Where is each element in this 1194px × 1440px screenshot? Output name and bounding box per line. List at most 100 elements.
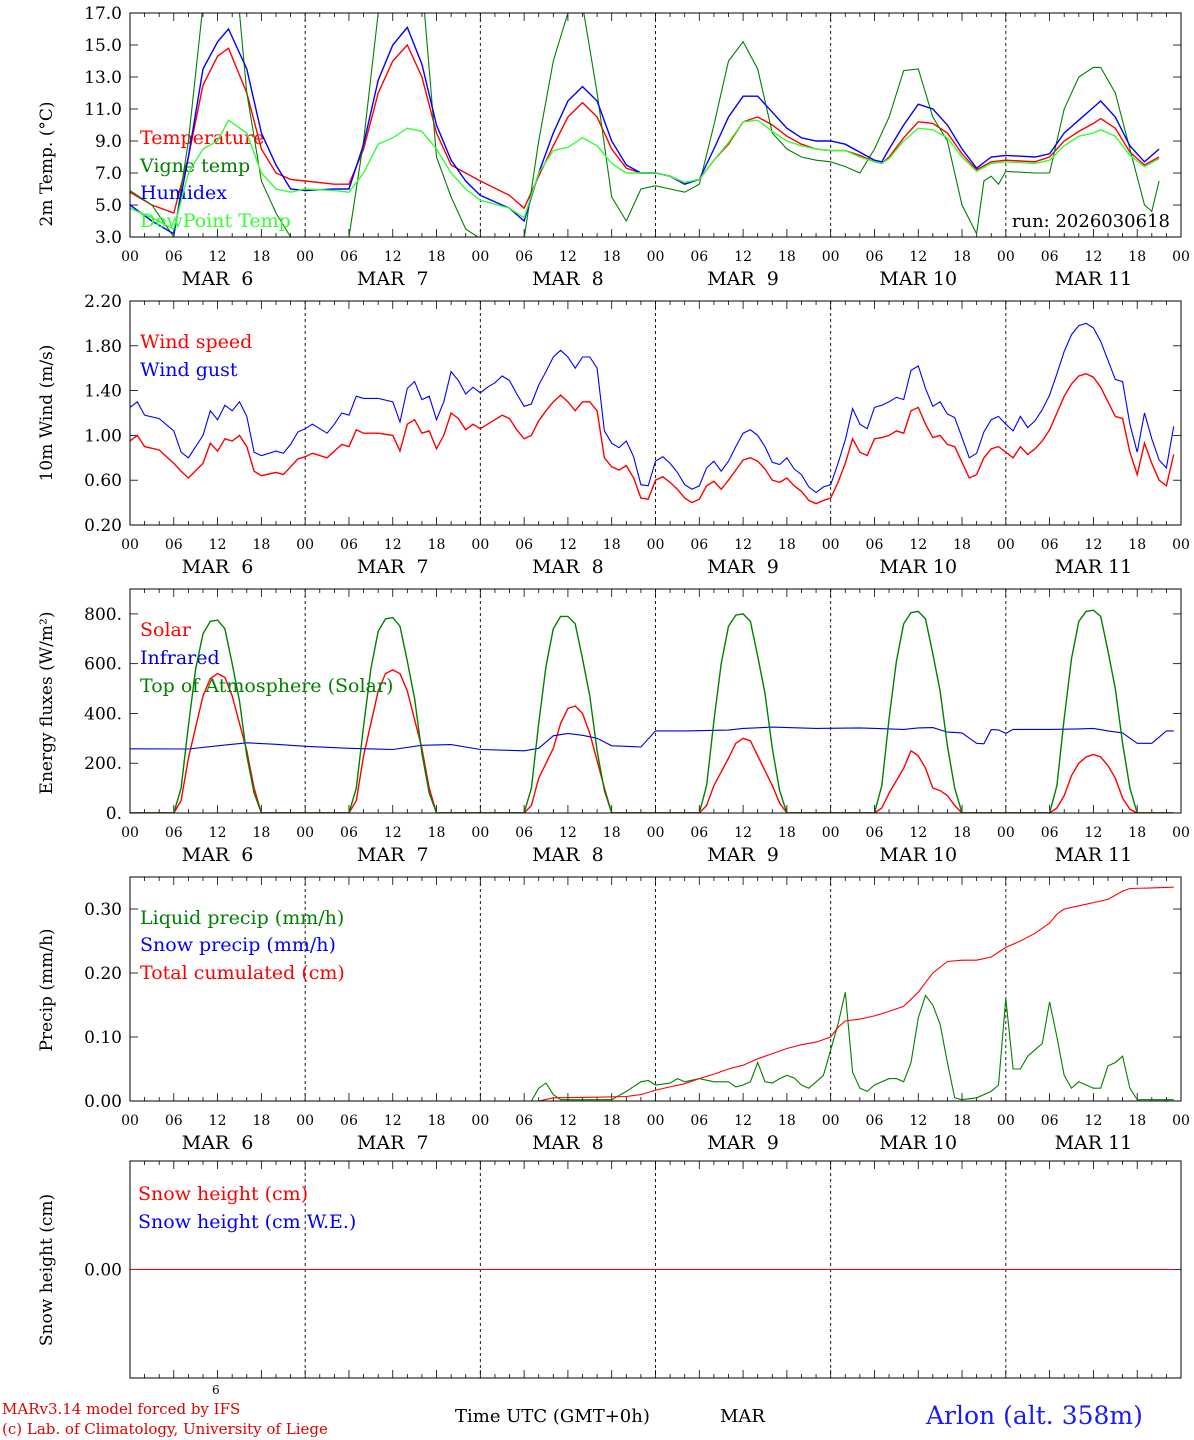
temp-x-hour-label: 00 [822, 249, 840, 265]
energy-series-line [130, 669, 1174, 813]
energy-x-day-label: MAR 10 [879, 844, 957, 866]
wind-x-hour-label: 06 [515, 537, 533, 553]
temp-y-tick-label: 3.0 [95, 228, 122, 248]
snow-legend-entry: Snow height (cm) [138, 1183, 308, 1205]
temp-y-tick-label: 5.0 [95, 196, 122, 216]
energy-x-hour-label: 12 [1085, 825, 1103, 841]
wind-x-hour-label: 18 [953, 537, 971, 553]
energy-x-hour-label: 00 [997, 825, 1015, 841]
wind-x-hour-label: 18 [1128, 537, 1146, 553]
precip-x-day-label: MAR 9 [707, 1132, 779, 1154]
temp-x-day-label: MAR 8 [532, 268, 604, 290]
snow-y-tick-label: 0.00 [84, 1261, 122, 1281]
energy-x-hour-label: 06 [340, 825, 358, 841]
temp-x-hour-label: 00 [997, 249, 1015, 265]
energy-x-day-label: MAR 6 [182, 844, 254, 866]
wind-x-day-label: MAR 6 [182, 556, 254, 578]
temp-y-tick-label: 11.0 [84, 100, 122, 120]
precip-x-day-label: MAR 11 [1055, 1132, 1133, 1154]
wind-x-hour-label: 12 [734, 537, 752, 553]
temp-x-hour-label: 06 [1041, 249, 1059, 265]
energy-y-tick-label: 800. [84, 605, 122, 625]
energy-x-hour-label: 06 [690, 825, 708, 841]
temp-x-day-label: MAR 11 [1055, 268, 1133, 290]
precip-x-hour-label: 00 [1172, 1113, 1190, 1129]
temp-x-hour-label: 18 [603, 249, 621, 265]
precip-x-hour-label: 18 [252, 1113, 270, 1129]
precip-y-axis-label: Precip (mm/h) [37, 928, 57, 1051]
temp-legend-entry: DewPoint Temp [140, 210, 291, 232]
precip-x-hour-label: 00 [296, 1113, 314, 1129]
precip-x-hour-label: 06 [690, 1113, 708, 1129]
wind-y-axis-label: 10m Wind (m/s) [37, 345, 57, 482]
temp-legend-entry: Vigne temp [139, 155, 250, 177]
temp-x-hour-label: 18 [428, 249, 446, 265]
wind-y-tick-label: 1.40 [84, 382, 122, 402]
precip-x-hour-label: 12 [559, 1113, 577, 1129]
energy-x-hour-label: 00 [121, 825, 139, 841]
temp-x-day-label: MAR 9 [707, 268, 779, 290]
temp-x-hour-label: 12 [1085, 249, 1103, 265]
precip-x-hour-label: 00 [647, 1113, 665, 1129]
temp-x-hour-label: 12 [734, 249, 752, 265]
precip-x-hour-label: 06 [866, 1113, 884, 1129]
snow-plot-frame [129, 1160, 1182, 1379]
model-credit: MARv3.14 model forced by IFS [2, 1400, 241, 1418]
wind-x-hour-label: 00 [1172, 537, 1190, 553]
snow-y-axis-label: Snow height (cm) [37, 1194, 57, 1346]
precip-series-line [130, 992, 1174, 1101]
temp-x-hour-label: 18 [252, 249, 270, 265]
energy-x-day-label: MAR 9 [707, 844, 779, 866]
wind-y-tick-label: 0.20 [84, 516, 122, 536]
temp-x-day-label: MAR 7 [357, 268, 429, 290]
wind-x-hour-label: 18 [778, 537, 796, 553]
temp-x-day-label: MAR 10 [879, 268, 957, 290]
x-axis-month: MAR [720, 1406, 765, 1427]
precip-x-hour-label: 00 [822, 1113, 840, 1129]
wind-x-hour-label: 00 [296, 537, 314, 553]
wind-series-line [130, 322, 1175, 494]
energy-x-hour-label: 06 [1041, 825, 1059, 841]
energy-x-hour-label: 12 [734, 825, 752, 841]
wind-legend-entry: Wind speed [140, 331, 252, 353]
energy-x-day-label: MAR 7 [357, 844, 429, 866]
temp-y-tick-label: 17.0 [84, 4, 122, 24]
wind-y-tick-label: 0.60 [84, 471, 122, 491]
precip-x-hour-label: 06 [515, 1113, 533, 1129]
energy-x-hour-label: 18 [1128, 825, 1146, 841]
energy-y-axis-label: Energy fluxes (W/m²) [37, 612, 57, 795]
energy-x-hour-label: 00 [1172, 825, 1190, 841]
precip-y-tick-label: 0.30 [84, 900, 122, 920]
energy-x-hour-label: 12 [559, 825, 577, 841]
wind-x-hour-label: 06 [165, 537, 183, 553]
energy-x-hour-label: 12 [209, 825, 227, 841]
wind-y-tick-label: 1.00 [84, 426, 122, 446]
wind-x-hour-label: 18 [428, 537, 446, 553]
wind-x-day-label: MAR 11 [1055, 556, 1133, 578]
precip-x-hour-label: 18 [953, 1113, 971, 1129]
energy-legend-entry: Solar [140, 619, 192, 641]
footer-day-label: 6 [212, 1383, 220, 1397]
x-axis-title: Time UTC (GMT+0h) [455, 1406, 650, 1427]
wind-x-hour-label: 00 [647, 537, 665, 553]
temp-y-tick-label: 9.0 [95, 132, 122, 152]
precip-x-hour-label: 12 [1085, 1113, 1103, 1129]
wind-x-day-label: MAR 9 [707, 556, 779, 578]
energy-x-hour-label: 00 [296, 825, 314, 841]
wind-x-hour-label: 00 [471, 537, 489, 553]
temp-legend-entry: Temperature [140, 127, 264, 149]
precip-x-hour-label: 06 [340, 1113, 358, 1129]
precip-y-tick-label: 0.20 [84, 964, 122, 984]
precip-plot-frame [129, 876, 1182, 1102]
energy-series-line [130, 726, 1174, 752]
precip-x-hour-label: 00 [471, 1113, 489, 1129]
wind-x-hour-label: 00 [822, 537, 840, 553]
energy-x-hour-label: 00 [471, 825, 489, 841]
precip-legend-entry: Total cumulated (cm) [140, 962, 345, 984]
temp-series-line [130, 26, 1160, 235]
precip-x-hour-label: 06 [1041, 1113, 1059, 1129]
precip-x-hour-label: 12 [734, 1113, 752, 1129]
temp-series-line [130, 119, 1160, 231]
energy-x-day-label: MAR 11 [1055, 844, 1133, 866]
